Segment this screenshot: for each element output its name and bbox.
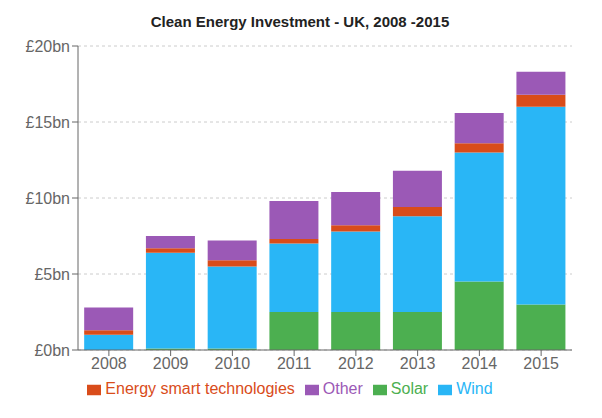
svg-text:2015: 2015: [523, 355, 559, 372]
svg-text:2013: 2013: [400, 355, 436, 372]
html-text:Clean Energy Investment - UK,: Clean Energy Investment - UK, 2008 -2015: [150, 13, 450, 30]
svg-text:2012: 2012: [338, 355, 374, 372]
html-text:Energy smart technologies: Energy smart technologies: [105, 380, 295, 397]
html-text:Solar: Solar: [390, 380, 429, 397]
svg-text:£20bn: £20bn: [26, 38, 71, 55]
svg-text:£5bn: £5bn: [34, 266, 70, 283]
svg-text:2008: 2008: [91, 355, 127, 372]
svg-text:£15bn: £15bn: [26, 114, 71, 131]
html-text:Other: Other: [322, 380, 363, 397]
svg-text:2014: 2014: [462, 355, 498, 372]
svg-text:2009: 2009: [153, 355, 189, 372]
svg-text:2011: 2011: [277, 355, 312, 372]
svg-text:£0bn: £0bn: [34, 342, 70, 359]
svg-text:£10bn: £10bn: [26, 190, 71, 207]
html-text:Wind: Wind: [456, 380, 493, 397]
svg-text:2010: 2010: [215, 355, 251, 372]
